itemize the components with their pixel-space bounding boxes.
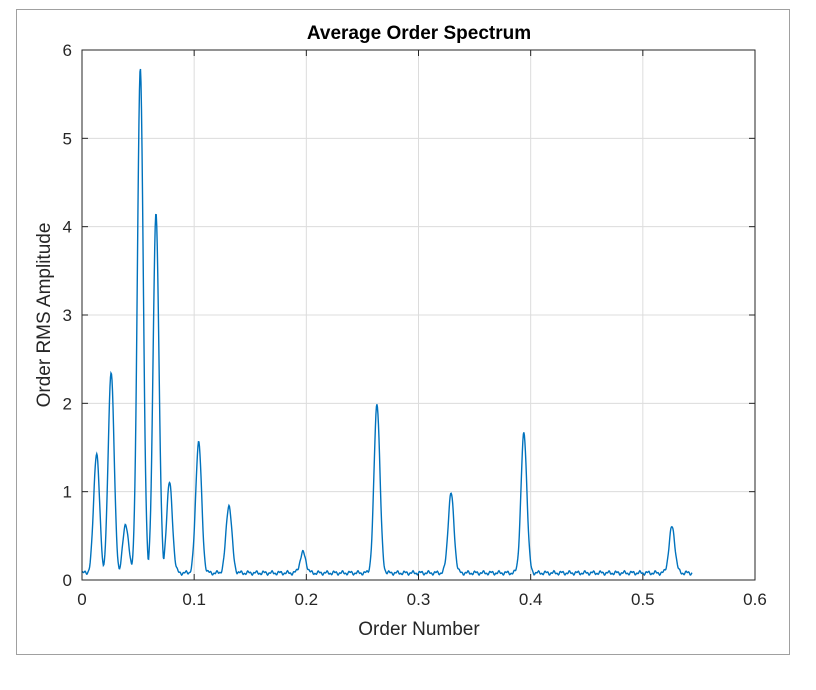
- ticks: 0 0.1 0.2 0.3 0.4 0.5 0.6 0 1 2 3 4 5 6: [63, 41, 767, 609]
- x-tick-label: 0.2: [295, 590, 319, 609]
- order-spectrum-chart: 0 0.1 0.2 0.3 0.4 0.5 0.6 0 1 2 3 4 5 6 Average Order…: [34, 23, 767, 640]
- x-tick-label: 0.5: [631, 590, 655, 609]
- y-tick-label: 0: [63, 571, 72, 590]
- y-tick-label: 1: [63, 483, 72, 502]
- chart-title: Average Order Spectrum: [307, 23, 531, 44]
- y-tick-label: 6: [63, 41, 72, 60]
- x-tick-label: 0.3: [407, 590, 431, 609]
- y-axis-label: Order RMS Amplitude: [34, 223, 55, 408]
- x-axis-label: Order Number: [358, 619, 480, 640]
- figure-frame: 0 0.1 0.2 0.3 0.4 0.5 0.6 0 1 2 3 4 5 6 Average Order…: [16, 9, 790, 655]
- x-tick-label: 0.4: [519, 590, 543, 609]
- x-tick-label: 0: [77, 590, 86, 609]
- y-tick-label: 5: [63, 129, 72, 148]
- series-layer: [81, 68, 693, 577]
- grid: [82, 50, 755, 580]
- y-tick-label: 3: [63, 306, 72, 325]
- x-tick-label: 0.6: [743, 590, 767, 609]
- x-tick-label: 0.1: [182, 590, 206, 609]
- y-tick-label: 4: [63, 218, 72, 237]
- spectrum-line: [81, 68, 693, 577]
- y-tick-label: 2: [63, 394, 72, 413]
